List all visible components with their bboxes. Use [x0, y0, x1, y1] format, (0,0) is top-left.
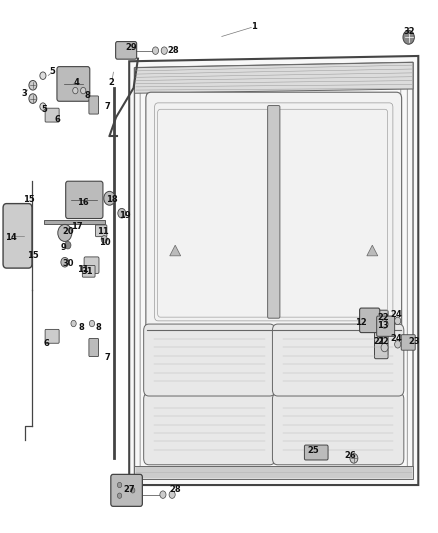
FancyBboxPatch shape	[66, 181, 103, 219]
Text: 2: 2	[109, 78, 115, 87]
Text: 10: 10	[99, 238, 111, 247]
Text: 16: 16	[78, 198, 89, 207]
Text: 25: 25	[307, 446, 319, 455]
Polygon shape	[170, 245, 180, 256]
FancyBboxPatch shape	[3, 204, 32, 268]
Text: 18: 18	[106, 196, 117, 204]
Circle shape	[118, 208, 126, 218]
Circle shape	[89, 320, 95, 327]
Polygon shape	[134, 466, 413, 479]
Text: 11: 11	[78, 265, 89, 273]
Text: 6: 6	[54, 116, 60, 124]
Text: 11: 11	[97, 228, 109, 236]
Text: 26: 26	[345, 451, 356, 460]
Circle shape	[29, 94, 37, 103]
Polygon shape	[134, 62, 413, 93]
Circle shape	[29, 80, 37, 90]
Text: 8: 8	[95, 324, 102, 332]
Text: 27: 27	[124, 485, 135, 494]
Text: 24: 24	[391, 334, 402, 343]
Text: 9: 9	[60, 244, 67, 252]
Text: 32: 32	[404, 28, 415, 36]
Polygon shape	[129, 56, 418, 485]
FancyBboxPatch shape	[82, 265, 95, 277]
FancyBboxPatch shape	[144, 393, 275, 465]
Circle shape	[61, 257, 69, 267]
FancyBboxPatch shape	[57, 67, 90, 101]
FancyBboxPatch shape	[89, 96, 99, 114]
Circle shape	[169, 491, 175, 498]
FancyBboxPatch shape	[116, 42, 137, 59]
Text: 29: 29	[126, 44, 137, 52]
FancyBboxPatch shape	[377, 316, 395, 336]
Circle shape	[152, 47, 159, 54]
Text: 6: 6	[43, 340, 49, 348]
Text: 22: 22	[378, 337, 389, 345]
Circle shape	[65, 241, 71, 249]
Text: 7: 7	[104, 102, 110, 111]
FancyBboxPatch shape	[401, 335, 415, 350]
Text: 15: 15	[27, 252, 39, 260]
FancyBboxPatch shape	[95, 225, 107, 237]
Circle shape	[403, 30, 414, 44]
Circle shape	[381, 320, 388, 328]
Text: 5: 5	[41, 105, 47, 114]
FancyBboxPatch shape	[111, 474, 142, 506]
Text: 21: 21	[373, 337, 385, 345]
Text: 17: 17	[71, 222, 82, 231]
Text: 4: 4	[74, 78, 80, 87]
Text: 7: 7	[104, 353, 110, 361]
Circle shape	[117, 482, 122, 488]
Circle shape	[104, 191, 115, 205]
Circle shape	[73, 87, 78, 94]
FancyBboxPatch shape	[144, 324, 275, 396]
Circle shape	[131, 488, 135, 493]
Text: 15: 15	[23, 196, 34, 204]
Text: 3: 3	[21, 89, 27, 98]
Circle shape	[40, 103, 46, 110]
FancyBboxPatch shape	[374, 310, 388, 359]
Text: 22: 22	[378, 313, 389, 321]
FancyBboxPatch shape	[268, 106, 280, 318]
Text: 14: 14	[5, 233, 17, 241]
Circle shape	[58, 224, 72, 241]
FancyBboxPatch shape	[304, 445, 328, 460]
Circle shape	[160, 491, 166, 498]
Text: 30: 30	[62, 260, 74, 268]
Text: 1: 1	[251, 22, 257, 31]
Text: 31: 31	[82, 268, 93, 276]
FancyBboxPatch shape	[146, 92, 402, 332]
FancyBboxPatch shape	[84, 257, 99, 273]
FancyBboxPatch shape	[360, 308, 380, 333]
Polygon shape	[367, 245, 378, 256]
FancyBboxPatch shape	[272, 324, 404, 396]
FancyBboxPatch shape	[272, 393, 404, 465]
FancyBboxPatch shape	[45, 108, 59, 122]
Text: 28: 28	[170, 485, 181, 494]
Circle shape	[395, 317, 401, 325]
Circle shape	[40, 72, 46, 79]
Text: 20: 20	[62, 228, 74, 236]
Text: 12: 12	[356, 318, 367, 327]
Circle shape	[71, 320, 76, 327]
Circle shape	[350, 454, 358, 463]
Text: 19: 19	[119, 212, 131, 220]
FancyBboxPatch shape	[45, 329, 59, 343]
Text: 5: 5	[49, 68, 56, 76]
Text: 23: 23	[408, 337, 420, 345]
Text: 28: 28	[167, 46, 179, 55]
Text: 8: 8	[85, 92, 91, 100]
Polygon shape	[44, 220, 105, 224]
FancyBboxPatch shape	[89, 338, 99, 357]
Circle shape	[395, 341, 401, 348]
Circle shape	[381, 343, 388, 352]
Circle shape	[161, 47, 167, 54]
Text: 13: 13	[378, 321, 389, 329]
Circle shape	[117, 493, 122, 498]
Circle shape	[81, 87, 86, 94]
Text: 8: 8	[78, 324, 84, 332]
Circle shape	[101, 236, 107, 243]
Text: 24: 24	[391, 310, 402, 319]
